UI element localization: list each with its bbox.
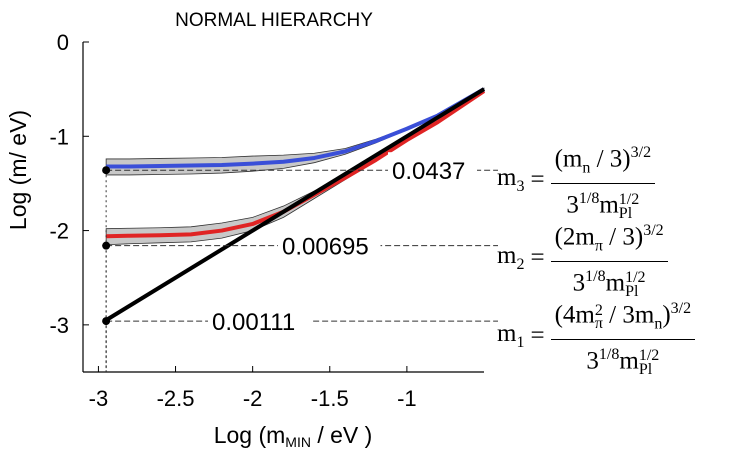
formula-m1: m1 = (4m 2 π / 3mn)3/2 31/8m 1/2 Pl bbox=[497, 296, 696, 378]
m2-den-sup: 1/8 bbox=[585, 268, 606, 286]
marker-point bbox=[102, 166, 111, 175]
series-1-line bbox=[106, 87, 485, 169]
x-axis-label: Log (mMIN / eV ) bbox=[214, 422, 373, 450]
m3-den-m: m bbox=[599, 191, 619, 219]
x-axis-label-end: / eV ) bbox=[311, 422, 372, 448]
formula-m2: m2 = (2mπ / 3)3/2 31/8m 1/2 Pl bbox=[497, 218, 668, 299]
m1-num-sub: π bbox=[594, 314, 603, 332]
m3-num-sub: n bbox=[582, 159, 591, 177]
x-tick-label: -2.5 bbox=[157, 386, 195, 411]
m2-num-sub: π bbox=[594, 237, 603, 255]
x-axis-label-main: Log (m bbox=[214, 422, 286, 448]
m2-den: 3 bbox=[572, 269, 586, 297]
marker-label: 0.00695 bbox=[282, 234, 369, 261]
marker-label: 0.0437 bbox=[392, 158, 465, 185]
m3-den: 3 bbox=[566, 191, 579, 219]
y-tick-label: -1 bbox=[49, 124, 69, 149]
m1-lhs-sub: 1 bbox=[516, 334, 525, 352]
plot-area: -3 -2.5 -2 -1.5 -1 0 -1 -2 -3 0.0437 0.00695 0.0011… bbox=[49, 30, 498, 411]
m2-num-mid: / 3) bbox=[602, 223, 644, 251]
marker-label-bg bbox=[388, 152, 477, 183]
x-tick-label: -1 bbox=[397, 386, 417, 411]
m2-num: (2m bbox=[554, 223, 595, 251]
m1-num-sub2: n bbox=[654, 315, 663, 333]
m2-fraction: (2mπ / 3)3/2 31/8m 1/2 Pl bbox=[550, 218, 668, 300]
x-tick-label: -3 bbox=[89, 386, 109, 411]
m1-num-end: ) bbox=[662, 301, 671, 329]
m3-den-m-sup: 1/2 bbox=[618, 190, 640, 208]
m3-den-sup: 1/8 bbox=[578, 190, 600, 208]
m3-num-mid: / 3) bbox=[590, 145, 631, 173]
m3-num: (m bbox=[554, 145, 583, 173]
m2-lhs-sub: 2 bbox=[516, 256, 525, 274]
m2-lhs: m bbox=[497, 242, 517, 270]
m1-num: (4m bbox=[554, 301, 595, 329]
m1-lhs: m bbox=[497, 320, 517, 348]
m2-den-m-sub: Pl bbox=[625, 282, 639, 300]
m2-den-m-sup: 1/2 bbox=[625, 268, 646, 286]
chart-title: NORMAL HIERARCHY bbox=[175, 10, 373, 31]
formula-m3: m3 = (mn / 3)3/2 31/8m 1/2 Pl bbox=[497, 140, 656, 222]
m1-den-m-sub: Pl bbox=[638, 360, 653, 378]
y-axis-label: Log (m/ eV) bbox=[5, 110, 31, 230]
m1-den-m-sup: 1/2 bbox=[638, 346, 660, 364]
y-tick-label: -2 bbox=[49, 219, 69, 244]
marker-label-bg bbox=[278, 227, 381, 258]
y-tick-label: 0 bbox=[57, 30, 69, 55]
marker-label-bg bbox=[208, 303, 311, 334]
y-tick-label: -3 bbox=[49, 313, 69, 338]
series-2-line bbox=[105, 87, 486, 322]
x-tick-label: -2 bbox=[243, 386, 263, 411]
m1-num-sup: 3/2 bbox=[670, 300, 692, 317]
marker-point bbox=[102, 317, 111, 326]
m1-den-m: m bbox=[619, 347, 639, 375]
m3-fraction: (mn / 3)3/2 31/8m 1/2 Pl bbox=[550, 140, 656, 222]
m2-num-sup: 3/2 bbox=[643, 222, 664, 239]
m3-den-m-sub: Pl bbox=[618, 204, 633, 222]
m2-den-m: m bbox=[605, 269, 626, 297]
m3-num-sup: 3/2 bbox=[630, 144, 652, 161]
x-axis-label-sub: MIN bbox=[285, 434, 311, 450]
x-tick-label: -1.5 bbox=[311, 386, 349, 411]
m1-fraction: (4m 2 π / 3mn)3/2 31/8m 1/2 Pl bbox=[550, 296, 696, 378]
m1-num-mid: / 3m bbox=[602, 301, 655, 329]
marker-label: 0.00111 bbox=[212, 309, 295, 336]
m3-lhs: m bbox=[497, 164, 517, 192]
m1-den-sup: 1/8 bbox=[598, 346, 620, 364]
marker-point bbox=[102, 241, 111, 250]
m1-den: 3 bbox=[586, 347, 599, 375]
m1-num-sup2: 2 bbox=[594, 301, 603, 319]
m3-lhs-sub: 3 bbox=[516, 178, 525, 196]
